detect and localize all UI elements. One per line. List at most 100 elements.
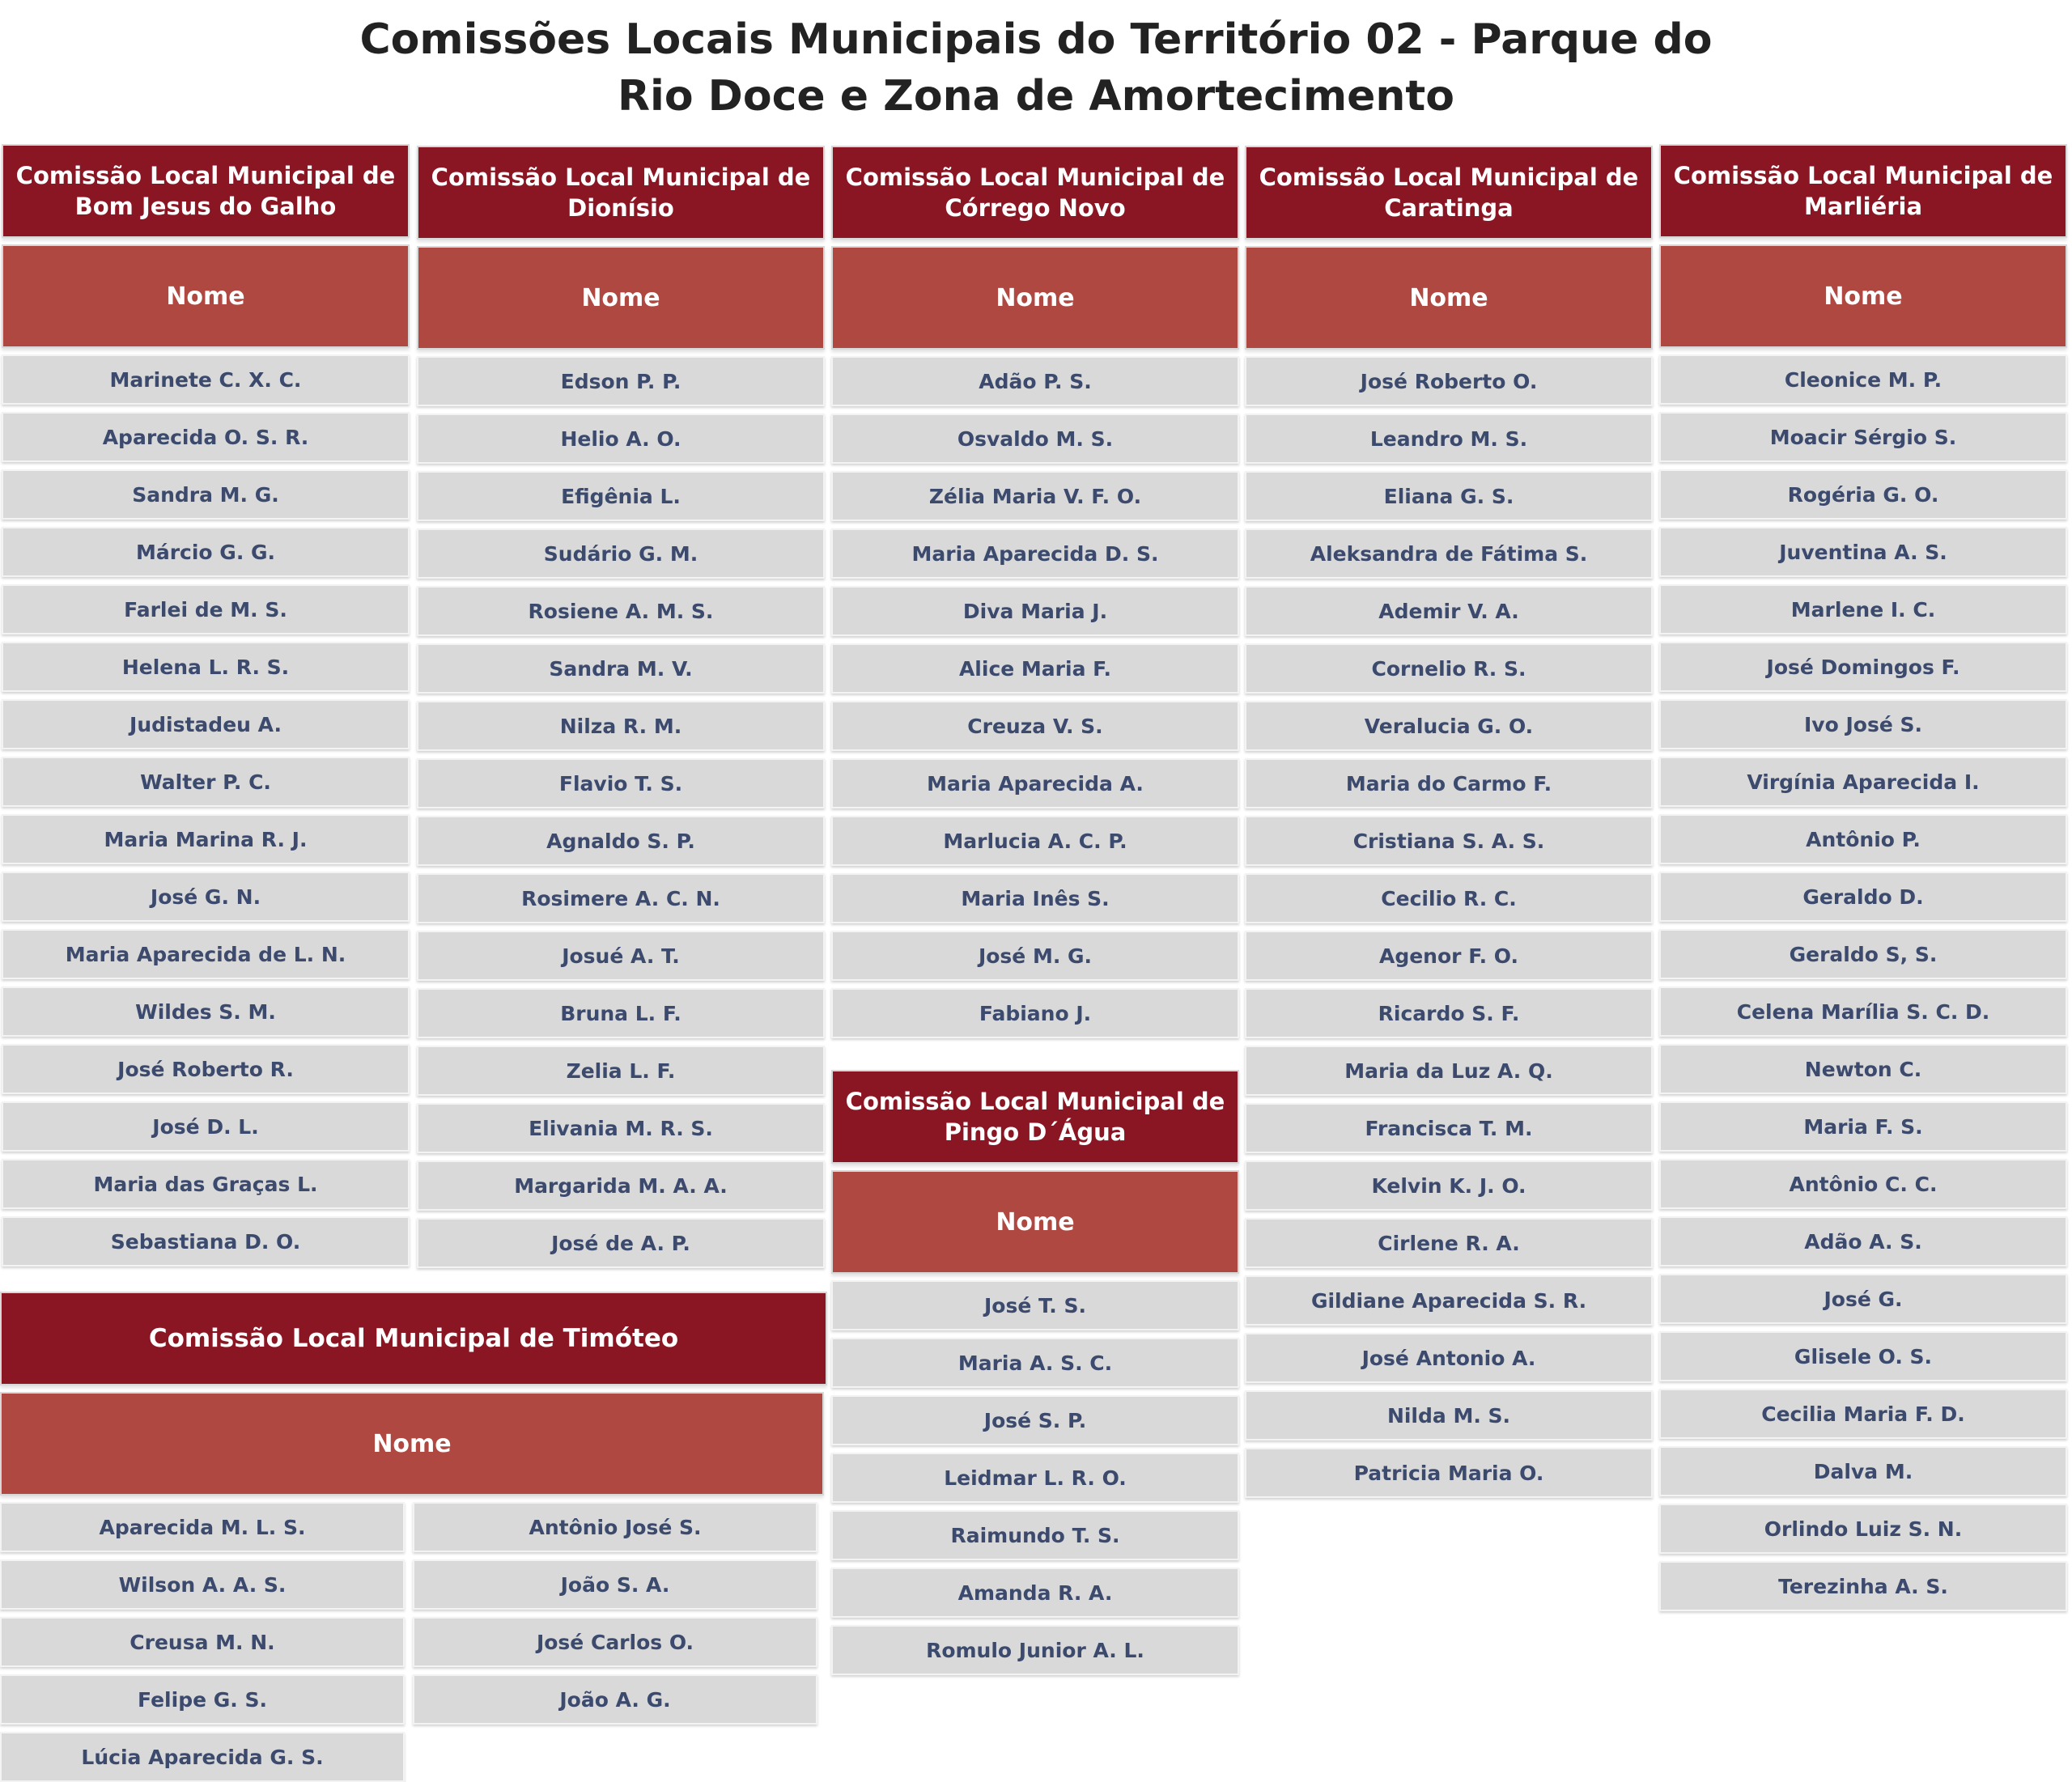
list-item: Edson P. P. — [417, 356, 825, 406]
list-item: João A. G. — [413, 1674, 817, 1725]
list-item: Maria A. S. C. — [831, 1338, 1239, 1388]
list-item: Patricia Maria O. — [1245, 1448, 1653, 1498]
list-item: Marlucia A. C. P. — [831, 816, 1239, 866]
list-item: José G. N. — [2, 872, 410, 922]
table-dionisio: Comissão Local Municipal de Dionísio Nom… — [417, 146, 825, 1268]
table-title: Comissão Local Municipal de Timóteo — [0, 1292, 827, 1385]
page-title-line-2: Rio Doce e Zona de Amortecimento — [617, 72, 1454, 121]
column-header-nome: Nome — [1659, 244, 2067, 348]
list-item: Rosiene A. M. S. — [417, 586, 825, 636]
list-item: Leidmar L. R. O. — [831, 1453, 1239, 1503]
list-item: Antônio José S. — [413, 1502, 817, 1552]
column-header-nome: Nome — [0, 1392, 824, 1496]
table-pingo-dagua: Comissão Local Municipal de Pingo D´Água… — [831, 1070, 1239, 1675]
list-item: Aparecida M. L. S. — [0, 1502, 405, 1552]
list-item: Maria F. S. — [1659, 1101, 2067, 1152]
member-grid: Aparecida M. L. S. Antônio José S. Wilson … — [0, 1502, 827, 1782]
list-item: Veralucia G. O. — [1245, 701, 1653, 751]
column-header-nome: Nome — [831, 246, 1239, 350]
list-item: José D. L. — [2, 1101, 410, 1152]
list-item: José Domingos F. — [1659, 642, 2067, 692]
list-item: Efigênia L. — [417, 471, 825, 521]
table-title: Comissão Local Municipal de Caratinga — [1245, 146, 1653, 240]
list-item: Cirlene R. A. — [1245, 1218, 1653, 1268]
list-item: Sudário G. M. — [417, 528, 825, 579]
list-item: Wilson A. A. S. — [0, 1559, 405, 1610]
list-item: Maria Aparecida D. S. — [831, 528, 1239, 579]
list-item: Leandro M. S. — [1245, 414, 1653, 464]
list-item: Helio A. O. — [417, 414, 825, 464]
list-item: Terezinha A. S. — [1659, 1561, 2067, 1611]
list-item: Agnaldo S. P. — [417, 816, 825, 866]
list-item: Cristiana S. A. S. — [1245, 816, 1653, 866]
list-item: Nilza R. M. — [417, 701, 825, 751]
table-timoteo: Comissão Local Municipal de Timóteo Nome… — [0, 1292, 827, 1782]
table-title: Comissão Local Municipal de Marliéria — [1659, 144, 2067, 238]
list-item: Celena Marília S. C. D. — [1659, 986, 2067, 1037]
list-item: Walter P. C. — [2, 757, 410, 807]
table-bom-jesus-do-galho: Comissão Local Municipal de Bom Jesus do… — [2, 144, 410, 1266]
list-item: Judistadeu A. — [2, 699, 410, 749]
list-item: Aparecida O. S. R. — [2, 412, 410, 462]
table-title: Comissão Local Municipal de Pingo D´Água — [831, 1070, 1239, 1164]
list-item: Zelia L. F. — [417, 1046, 825, 1096]
list-item: Josué A. T. — [417, 931, 825, 981]
table-corrego-novo: Comissão Local Municipal de Córrego Novo… — [831, 146, 1239, 1038]
list-item: Sandra M. G. — [2, 469, 410, 520]
list-item: Maria Aparecida A. — [831, 758, 1239, 808]
column-header-nome: Nome — [1245, 246, 1653, 350]
member-list: José T. S. Maria A. S. C. José S. P. Leidma… — [831, 1280, 1239, 1675]
list-item: Rogéria G. O. — [1659, 469, 2067, 520]
table-title: Comissão Local Municipal de Bom Jesus do… — [2, 144, 410, 238]
list-item: Rosimere A. C. N. — [417, 873, 825, 923]
list-item: José M. G. — [831, 931, 1239, 981]
page-title: Comissões Locais Municipais do Territóri… — [0, 11, 2072, 125]
list-item: José T. S. — [831, 1280, 1239, 1330]
list-item: Cornelio R. S. — [1245, 643, 1653, 694]
list-item: Adão A. S. — [1659, 1216, 2067, 1266]
list-item: João S. A. — [413, 1559, 817, 1610]
list-item: Agenor F. O. — [1245, 931, 1653, 981]
list-item: José Antonio A. — [1245, 1333, 1653, 1383]
member-list: Edson P. P. Helio A. O. Efigênia L. Sudário… — [417, 356, 825, 1268]
list-item: Antônio P. — [1659, 814, 2067, 864]
list-item: Raimundo T. S. — [831, 1510, 1239, 1560]
list-item: Moacir Sérgio S. — [1659, 412, 2067, 462]
list-item: Márcio G. G. — [2, 527, 410, 577]
list-item: Creuza V. S. — [831, 701, 1239, 751]
list-item: Zélia Maria V. F. O. — [831, 471, 1239, 521]
list-item: José Roberto R. — [2, 1044, 410, 1094]
list-item: Fabiano J. — [831, 988, 1239, 1038]
list-item: Amanda R. A. — [831, 1568, 1239, 1618]
list-item: Eliana G. S. — [1245, 471, 1653, 521]
table-title: Comissão Local Municipal de Dionísio — [417, 146, 825, 240]
list-item: Alice Maria F. — [831, 643, 1239, 694]
member-list: Marinete C. X. C. Aparecida O. S. R. Sandr… — [2, 354, 410, 1266]
list-item: Maria Marina R. J. — [2, 814, 410, 864]
table-title: Comissão Local Municipal de Córrego Novo — [831, 146, 1239, 240]
list-item: Cecilio R. C. — [1245, 873, 1653, 923]
list-item: Maria da Luz A. Q. — [1245, 1046, 1653, 1096]
list-item: Maria do Carmo F. — [1245, 758, 1653, 808]
list-item: Cecilia Maria F. D. — [1659, 1389, 2067, 1439]
list-item: Francisca T. M. — [1245, 1103, 1653, 1153]
list-item: Sandra M. V. — [417, 643, 825, 694]
list-item: Felipe G. S. — [0, 1674, 405, 1725]
member-list: Adão P. S. Osvaldo M. S. Zélia Maria V. F.… — [831, 356, 1239, 1038]
list-item: Dalva M. — [1659, 1446, 2067, 1496]
member-list: Cleonice M. P. Moacir Sérgio S. Rogéria G.… — [1659, 354, 2067, 1611]
list-item: Geraldo S, S. — [1659, 929, 2067, 979]
list-item: Elivania M. R. S. — [417, 1103, 825, 1153]
list-item: Maria Aparecida de L. N. — [2, 929, 410, 979]
list-item: Sebastiana D. O. — [2, 1216, 410, 1266]
list-item: Ricardo S. F. — [1245, 988, 1653, 1038]
list-item: Glisele O. S. — [1659, 1331, 2067, 1381]
list-item: Flavio T. S. — [417, 758, 825, 808]
list-item: José Roberto O. — [1245, 356, 1653, 406]
list-item: Orlindo Luiz S. N. — [1659, 1504, 2067, 1554]
list-item: Newton C. — [1659, 1044, 2067, 1094]
list-item: José G. — [1659, 1274, 2067, 1324]
table-caratinga: Comissão Local Municipal de Caratinga No… — [1245, 146, 1653, 1498]
column-header-nome: Nome — [417, 246, 825, 350]
list-item: Marlene I. C. — [1659, 584, 2067, 634]
